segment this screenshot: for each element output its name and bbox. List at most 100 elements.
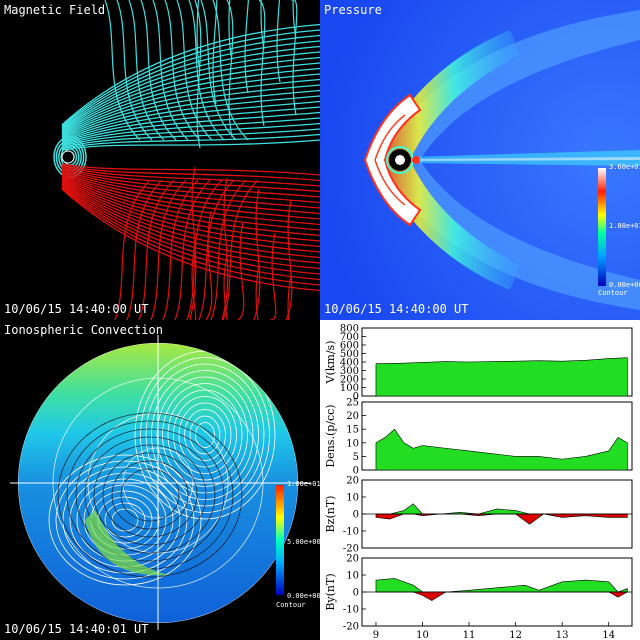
field-line	[150, 179, 187, 320]
field-line	[162, 179, 199, 320]
field-line	[275, 0, 281, 83]
potential-contour	[93, 444, 207, 546]
field-line	[152, 0, 189, 141]
x-tick-label: 9	[373, 630, 379, 640]
y-tick-label: 0	[353, 466, 359, 477]
field-line	[61, 180, 320, 253]
field-line	[61, 181, 320, 259]
y-tick-label: 0	[353, 392, 359, 403]
pressure-colorbar-mid: 1.80e+01	[609, 222, 640, 230]
y-tick-label: -10	[343, 527, 359, 538]
field-line	[227, 0, 233, 61]
nightside-pressure	[412, 156, 420, 164]
solar-wind-charts: 0100200300400500600700800V(km/s)05101520…	[324, 324, 633, 640]
y-axis-label: V(km/s)	[324, 341, 337, 385]
field-line	[259, 0, 265, 50]
y-tick-label: -10	[343, 605, 359, 616]
field-line	[61, 169, 320, 204]
field-line	[61, 122, 320, 148]
y-tick-label: 5	[353, 452, 359, 463]
field-line	[222, 179, 259, 320]
earth-marker	[61, 150, 75, 164]
field-line	[188, 0, 225, 141]
field-line	[128, 0, 165, 141]
field-line	[61, 168, 320, 198]
pressure-colorbar	[598, 168, 606, 286]
y-tick-label: 800	[340, 324, 359, 335]
ionosphere-colorbar-mid: 5.00e+00	[287, 538, 320, 546]
field-line	[205, 210, 213, 320]
potential-contour	[111, 460, 189, 530]
field-line	[61, 179, 320, 248]
y-tick-label: 20	[346, 411, 359, 422]
convection-contour	[140, 357, 270, 513]
field-line	[138, 179, 175, 320]
field-line	[61, 175, 320, 231]
magnetotail	[410, 150, 640, 166]
magnetic-field-panel: Magnetic Field 10/06/15 14:40:00 UT	[0, 0, 320, 320]
solar-wind-panel: 0 100 200 300 400 500 600 700 800 V(km/s) 0 5 10 15 20…	[320, 320, 640, 640]
earth-core	[395, 155, 405, 165]
convection-contour	[178, 402, 232, 468]
convection-contour	[55, 460, 195, 580]
x-tick-label: 10	[416, 630, 429, 640]
y-tick-label: 20	[346, 554, 359, 565]
y-axis-label: Bz(nT)	[324, 496, 337, 533]
x-tick-label: 14	[602, 630, 615, 640]
magnetic-field-plot	[53, 0, 320, 320]
field-line	[286, 276, 292, 320]
auroral-band	[85, 510, 170, 576]
field-line	[174, 179, 211, 320]
ionosphere-colorbar-caption: Contour	[276, 601, 306, 609]
field-line	[61, 163, 320, 176]
field-line	[61, 182, 320, 264]
pressure-colorbar-caption: Contour	[598, 289, 628, 297]
magnetic-field-timestamp: 10/06/15 14:40:00 UT	[4, 302, 149, 316]
field-line	[116, 0, 153, 141]
bow-shock-inner	[374, 114, 406, 161]
field-line	[61, 187, 320, 286]
field-line	[176, 0, 213, 141]
field-line	[61, 128, 320, 149]
pressure-timestamp: 10/06/15 14:40:00 UT	[324, 302, 469, 316]
field-line	[114, 179, 151, 320]
y-tick-label: 0	[353, 588, 359, 599]
field-line	[195, 0, 201, 72]
y-tick-label: 0	[353, 510, 359, 521]
x-tick-label: 12	[509, 630, 522, 640]
y-tick-label: -20	[343, 544, 359, 555]
y-tick-label: 300	[340, 366, 359, 377]
convection-contour	[48, 454, 202, 586]
field-line	[61, 185, 320, 275]
y-tick-label: 25	[346, 398, 359, 409]
y-tick-label: 700	[340, 332, 359, 343]
field-line	[61, 164, 320, 182]
ionosphere-timestamp: 10/06/15 14:40:01 UT	[4, 622, 149, 636]
bow-shock-inner-lower	[374, 159, 406, 206]
field-line	[61, 56, 320, 133]
field-line	[61, 165, 320, 187]
pressure-colorbar-min: 0.00e+00	[609, 281, 640, 289]
ionospheric-convection-panel: Ionospheric Convection 1.00e+01 5.00e+00…	[0, 320, 320, 640]
tail-current-sheet	[415, 157, 640, 161]
field-line	[61, 23, 320, 126]
convection-contour	[173, 396, 237, 474]
potential-contour	[75, 428, 225, 562]
field-line	[61, 51, 320, 132]
field-line	[61, 84, 320, 139]
convection-contour	[156, 376, 254, 494]
field-line	[61, 176, 320, 237]
convection-contour	[104, 502, 146, 538]
field-line	[291, 0, 297, 39]
y-axis-label: Dens.(p/cc)	[324, 404, 337, 467]
y-tick-label: 10	[346, 438, 359, 449]
field-line	[269, 232, 277, 320]
field-line	[61, 34, 320, 128]
field-line	[104, 0, 141, 141]
y-tick-label: -20	[343, 622, 359, 633]
magnetic-field-title: Magnetic Field	[4, 3, 106, 17]
field-line	[61, 67, 320, 135]
field-line	[61, 106, 320, 144]
y-tick-label: 10	[346, 571, 359, 582]
y-tick-label: 500	[340, 349, 359, 360]
